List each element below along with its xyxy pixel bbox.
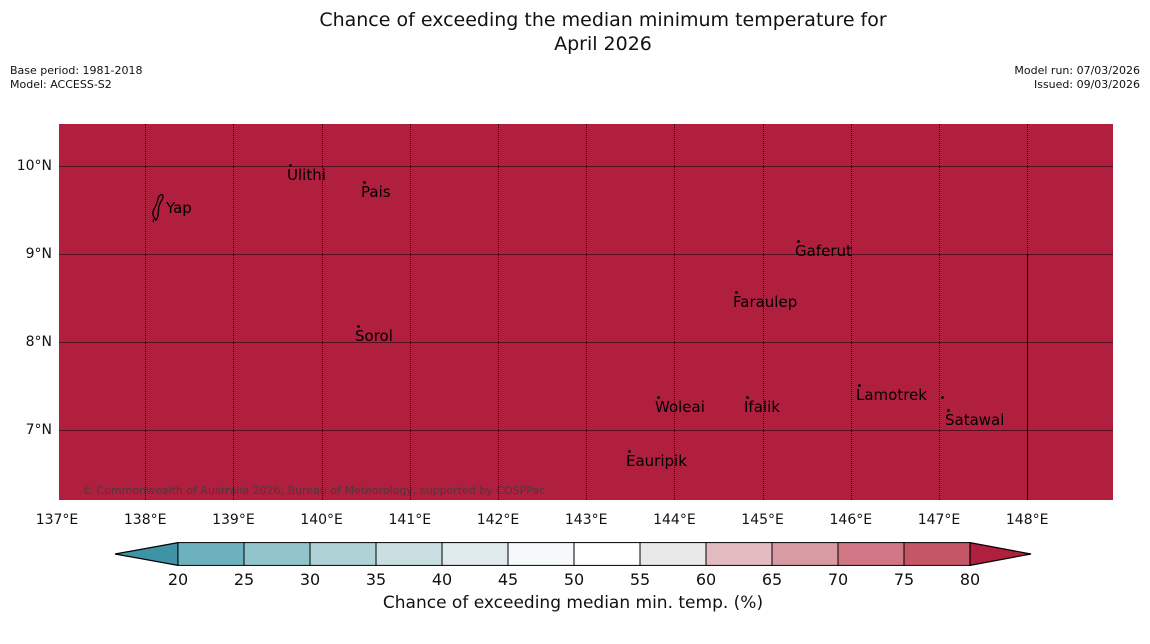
colorbar-segment	[705, 542, 773, 566]
place-label-woleai: Woleai	[655, 398, 705, 416]
x-axis-tick-label: 142°E	[476, 512, 520, 528]
y-axis-tick-label: 9°N	[25, 246, 52, 262]
x-axis-tick-label: 144°E	[653, 512, 696, 528]
colorbar-segment	[243, 542, 311, 566]
x-axis-tick-label: 137°E	[35, 512, 79, 528]
place-label-sorol: Sorol	[355, 327, 393, 345]
y-axis-tick-label: 10°N	[16, 158, 52, 174]
colorbar-tick-label: 65	[761, 570, 783, 589]
colorbar-tick-label: 25	[233, 570, 255, 589]
meta-left: Base period: 1981-2018 Model: ACCESS-S2	[10, 64, 142, 91]
boundary-line-148e	[1027, 254, 1028, 500]
issued-text: Issued: 09/03/2026	[1033, 77, 1140, 91]
gridline-vertical	[1027, 124, 1028, 254]
colorbar-tick-label: 75	[893, 570, 915, 589]
x-axis-tick-label: 138°E	[123, 512, 167, 528]
gridline-horizontal	[59, 166, 1113, 167]
colorbar-tick-label: 70	[827, 570, 849, 589]
place-label-pais: Pais	[361, 183, 391, 201]
x-axis-tick-label: 148°E	[1005, 512, 1049, 528]
colorbar-segment	[639, 542, 707, 566]
base-period-text: Base period: 1981-2018	[10, 64, 143, 77]
gridline-vertical	[674, 124, 675, 500]
island-marker-dot	[797, 240, 800, 243]
colorbar-segment	[441, 542, 509, 566]
island-marker-dot	[657, 396, 660, 399]
colorbar-tick-label: 30	[299, 570, 321, 589]
place-label-lamotrek: Lamotrek	[856, 386, 927, 404]
colorbar-segment	[507, 542, 575, 566]
place-label-eauripik: Eauripik	[626, 452, 687, 470]
colorbar-tick-label: 80	[959, 570, 981, 589]
place-label-gaferut: Gaferut	[795, 242, 852, 260]
colorbar-tick-label: 55	[629, 570, 651, 589]
island-marker-dot	[858, 384, 861, 387]
gridline-vertical	[322, 124, 323, 500]
colorbar-under-arrow	[114, 542, 179, 566]
title-line-1: Chance of exceeding the median minimum t…	[319, 9, 887, 31]
colorbar-tick-label: 20	[167, 570, 189, 589]
colorbar-over-arrow	[969, 542, 1032, 566]
place-label-ulithi: Ulithi	[287, 166, 326, 184]
colorbar-segment	[903, 542, 971, 566]
place-label-ifalik: Ifalik	[744, 398, 780, 416]
place-label-faraulep: Faraulep	[733, 293, 798, 311]
colorbar-tick-label: 60	[695, 570, 717, 589]
x-axis-tick-label: 143°E	[564, 512, 608, 528]
x-axis-tick-label: 146°E	[829, 512, 873, 528]
page-title: Chance of exceeding the median minimum t…	[56, 8, 1150, 56]
colorbar-tick-label: 40	[431, 570, 453, 589]
island-marker-dot	[746, 396, 749, 399]
model-run-text: Model run: 07/03/2026	[1014, 64, 1140, 77]
colorbar-segment	[771, 542, 839, 566]
island-marker-dot	[363, 181, 366, 184]
model-text: Model: ACCESS-S2	[10, 77, 112, 91]
gridline-vertical	[233, 124, 234, 500]
island-marker-dot	[357, 325, 360, 328]
gridline-vertical	[498, 124, 499, 500]
gridline-horizontal	[59, 342, 1113, 343]
gridline-vertical	[586, 124, 587, 500]
meta-right: Model run: 07/03/2026 Issued: 09/03/2026	[1014, 64, 1140, 91]
colorbar-segment	[837, 542, 905, 566]
colorbar	[114, 542, 1032, 566]
place-label-yap: Yap	[166, 199, 192, 217]
colorbar-segment	[375, 542, 443, 566]
colorbar-label: Chance of exceeding median min. temp. (%…	[382, 593, 764, 613]
gridline-vertical	[763, 124, 764, 500]
gridline-vertical	[410, 124, 411, 500]
colorbar-tick-label: 35	[365, 570, 387, 589]
x-axis-tick-label: 140°E	[300, 512, 343, 528]
colorbar-tick-label: 50	[563, 570, 585, 589]
island-marker-dot	[941, 396, 944, 399]
island-marker-dot	[947, 409, 950, 412]
gridline-vertical	[145, 124, 146, 500]
x-axis-tick-label: 147°E	[917, 512, 961, 528]
place-label-satawal: Satawal	[945, 411, 1005, 429]
island-marker-dot	[289, 164, 292, 167]
colorbar-tick-label: 45	[497, 570, 519, 589]
title-line-2: April 2026	[554, 33, 652, 55]
colorbar-segment	[177, 542, 245, 566]
colorbar-segment	[573, 542, 641, 566]
gridline-vertical	[851, 124, 852, 500]
island-marker-dot	[628, 450, 631, 453]
map-canvas: © Commonwealth of Australia 2026, Bureau…	[59, 124, 1113, 500]
island-marker-dot	[735, 291, 738, 294]
y-axis-tick-label: 7°N	[25, 422, 52, 438]
gridline-vertical	[939, 124, 940, 500]
gridline-horizontal	[59, 254, 1113, 255]
x-axis-tick-label: 145°E	[741, 512, 784, 528]
colorbar-segment	[309, 542, 377, 566]
gridline-horizontal	[59, 430, 1113, 431]
yap-island-outline-icon	[152, 193, 164, 223]
x-axis-tick-label: 139°E	[212, 512, 255, 528]
y-axis-tick-label: 8°N	[25, 334, 52, 350]
x-axis-tick-label: 141°E	[388, 512, 432, 528]
copyright-text: © Commonwealth of Australia 2026, Bureau…	[82, 484, 546, 497]
